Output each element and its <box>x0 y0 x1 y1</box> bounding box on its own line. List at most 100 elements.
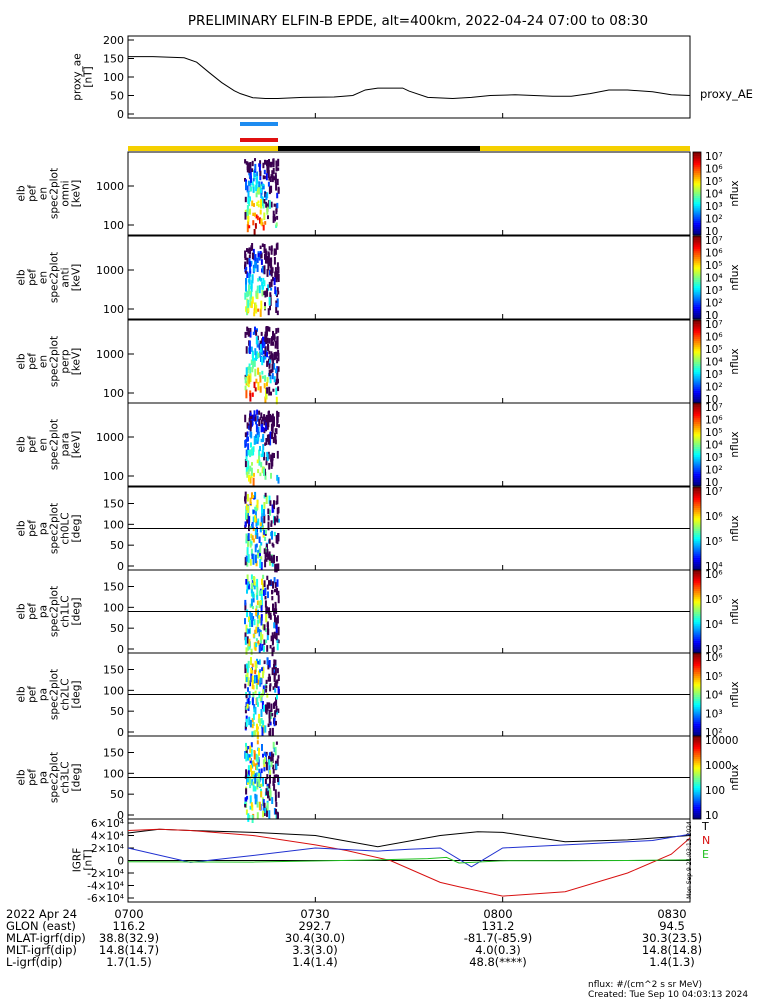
colorbar-step <box>693 636 701 639</box>
spectrogram-cell <box>270 185 273 193</box>
colorbar-step <box>693 228 701 232</box>
colorbar-step <box>693 183 701 186</box>
spectrogram-cell <box>255 192 258 198</box>
spectrogram-cell <box>268 783 271 789</box>
spectrogram-cell <box>245 797 248 802</box>
spectrogram-cell <box>245 533 248 542</box>
colorbar-step <box>693 607 701 610</box>
spectrogram-cell <box>272 581 274 589</box>
colorbar-step <box>693 459 701 462</box>
spectrogram-cell <box>252 606 254 610</box>
spectrogram-cell <box>262 624 265 630</box>
spectrogram-cell <box>270 337 273 346</box>
colorbar-step <box>693 244 701 247</box>
spectrogram-ylabel-line: ch3LC <box>60 761 72 793</box>
spectrogram-ylabel-line: en <box>38 438 50 451</box>
colorbar-step <box>693 756 701 760</box>
colorbar-step <box>693 505 701 509</box>
spectrogram-cell <box>267 215 269 220</box>
colorbar-step <box>693 733 701 737</box>
spectrogram-cell <box>260 562 263 570</box>
spectrogram-cell <box>272 780 275 786</box>
spectrogram-cell <box>264 596 267 600</box>
spectrogram-ylabel-line: pef <box>27 603 39 620</box>
spectrogram-ytick-label: 150 <box>103 581 124 594</box>
igrf-legend-E: E <box>702 848 709 861</box>
spectrogram-cell <box>263 580 266 587</box>
spectrogram-cell <box>268 580 270 586</box>
spectrogram-cell <box>254 506 257 513</box>
spectrogram-cell <box>268 185 271 195</box>
spectrogram-cell <box>263 589 265 596</box>
spectrogram-cell <box>249 208 251 215</box>
spectrogram-cell <box>256 755 259 763</box>
colorbar-step <box>693 592 701 596</box>
colorbar-step <box>693 626 701 629</box>
spectrogram-cell <box>253 708 256 713</box>
spectrogram-cell <box>269 306 271 311</box>
proxy-ae-ylabel-line: [nT] <box>83 66 95 87</box>
spectrogram-cell <box>271 504 274 513</box>
spectrogram-cell <box>251 523 253 528</box>
spectrogram-cell <box>269 380 272 384</box>
colorbar-step <box>693 355 701 358</box>
spectrogram-cell <box>247 813 250 822</box>
spectrogram-cell <box>250 802 253 808</box>
spectrogram-ytick-label: 150 <box>103 498 124 511</box>
spectrogram-cell <box>244 196 247 203</box>
colorbar-step <box>693 300 701 303</box>
spectrogram-cell <box>272 753 275 757</box>
spectrogram-ylabel-line: ch1LC <box>60 595 72 627</box>
igrf-legend-N: N <box>702 834 710 847</box>
colorbar-step <box>693 316 701 320</box>
spectrogram-ylabel-line: elb <box>16 269 28 285</box>
igrf-trace-N <box>127 828 691 897</box>
spectrogram-cell <box>266 548 269 558</box>
colorbar-step <box>693 557 701 560</box>
spectrogram-cell <box>268 281 271 288</box>
colorbar-tick-label: 10² <box>705 298 723 310</box>
spectrogram-cell <box>260 412 263 419</box>
spectrogram-ylabel-line: elb <box>16 185 28 201</box>
spectrogram-cell <box>269 721 272 726</box>
colorbar-step <box>693 706 701 710</box>
spectrogram-cell <box>276 538 279 544</box>
spectrogram-cell <box>276 359 279 364</box>
spectrogram-cell <box>269 176 272 182</box>
spectrogram-cell <box>247 220 250 228</box>
colorbar-step <box>693 785 701 789</box>
spectrogram-cell <box>274 563 277 573</box>
colorbar-step <box>693 499 701 502</box>
colorbar-step <box>693 382 701 385</box>
spectrogram-ylabel-line: en <box>38 355 50 368</box>
spectrogram-cell <box>267 326 270 332</box>
spectrogram-cell <box>246 609 249 618</box>
spectrogram-cell <box>263 350 265 355</box>
spectrogram-cell <box>271 712 274 717</box>
spectrogram-cell <box>248 284 250 292</box>
spectrogram-cell <box>257 187 260 195</box>
spectrogram-cell <box>245 510 248 520</box>
spectrogram-ylabel-line: [keV] <box>71 180 83 208</box>
spectrogram-cell <box>269 615 272 620</box>
spectrogram-cell <box>256 764 259 771</box>
colorbar-step <box>693 717 701 720</box>
spectrogram-cell <box>260 461 263 468</box>
spectrogram-cell <box>246 471 249 478</box>
spectrogram-cell <box>271 354 274 361</box>
spectrogram-cell <box>249 291 251 295</box>
spectrogram-cell <box>276 287 279 292</box>
colorbar-label: nflux <box>729 764 741 790</box>
spectrogram-cell <box>247 377 249 386</box>
spectrogram-cell <box>264 375 267 382</box>
spectrogram-cell <box>272 557 275 564</box>
spectrogram-ytick-label: 100 <box>103 601 124 614</box>
spectrogram-cell <box>261 196 264 200</box>
spectrogram-cell <box>248 174 251 178</box>
spectrogram-cell <box>251 448 253 456</box>
spectrogram-cell <box>270 161 273 168</box>
colorbar-step <box>693 256 701 260</box>
spectrogram-cell <box>262 186 265 190</box>
spectrogram-cell <box>264 587 267 596</box>
